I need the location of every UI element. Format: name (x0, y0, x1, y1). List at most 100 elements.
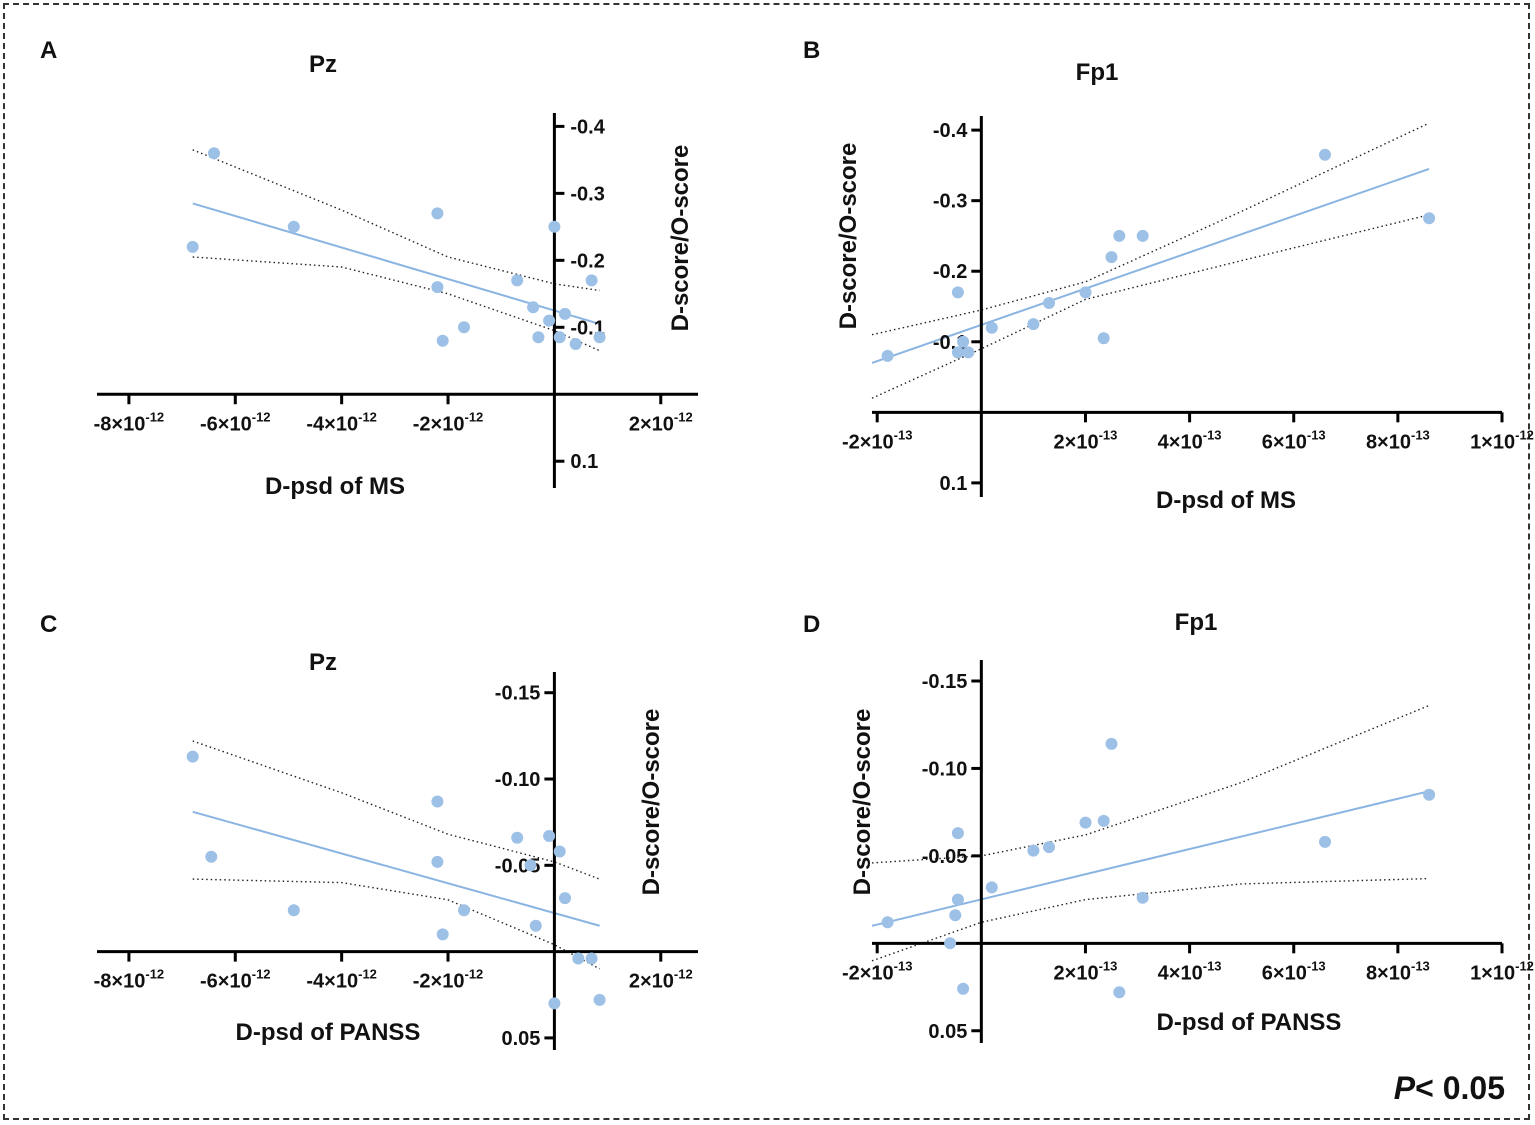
x-tick-label: 4×10-13 (1158, 427, 1222, 453)
x-tick-exponent: -13 (1203, 958, 1222, 973)
data-point (431, 281, 444, 294)
data-point (569, 338, 582, 350)
x-tick-mantissa: 4×10 (1158, 962, 1203, 984)
x-tick-mantissa: -2×10 (413, 971, 465, 993)
x-tick-mantissa: -4×10 (306, 413, 358, 435)
x-tick-exponent: -13 (1099, 958, 1118, 973)
x-tick-label: 1×10-12 (1470, 427, 1534, 453)
data-point (205, 850, 218, 863)
y-tick-label: -0.10 (922, 758, 968, 780)
x-tick-exponent: -13 (1411, 427, 1430, 442)
x-tick-label: 6×10-13 (1262, 958, 1326, 984)
data-point (951, 827, 964, 840)
x-tick-exponent: -12 (464, 409, 483, 424)
data-point (511, 274, 524, 287)
ci-upper-band (192, 149, 600, 292)
y-tick-label: 0.05 (501, 1028, 540, 1050)
data-point (951, 346, 964, 359)
y-axis-label: D-score/O-score (849, 709, 876, 896)
x-tick-label: -2×10-13 (842, 958, 913, 984)
data-point (186, 750, 199, 763)
data-point (1319, 835, 1331, 848)
y-tick-label: 0.1 (940, 473, 968, 495)
x-tick-label: -2×10-12 (413, 409, 484, 435)
x-tick-exponent: -12 (252, 967, 271, 982)
x-tick-label: 6×10-13 (1262, 427, 1326, 453)
data-point (1113, 229, 1126, 242)
data-point (951, 893, 964, 906)
x-tick-mantissa: -8×10 (94, 413, 146, 435)
regression-line (871, 167, 1430, 364)
x-tick-exponent: -12 (1515, 958, 1534, 973)
chart-title: Pz (309, 649, 337, 676)
x-tick-mantissa: -6×10 (200, 413, 252, 435)
panel-d: D Fp1-2×10-13 2×10-13 4×10-13 6×10-13 8×10-13… (803, 609, 1534, 1043)
y-tick-label: -0.3 (933, 191, 967, 213)
data-point (1027, 844, 1040, 857)
chart-title: Pz (309, 51, 337, 78)
data-point (208, 147, 220, 160)
data-point (186, 240, 199, 253)
x-tick-mantissa: 8×10 (1366, 962, 1411, 984)
x-tick-mantissa: 6×10 (1262, 431, 1307, 453)
p-threshold: < 0.05 (1415, 1070, 1505, 1106)
x-tick-mantissa: 8×10 (1366, 431, 1411, 453)
data-point (553, 845, 566, 858)
x-tick-exponent: -13 (1307, 958, 1326, 973)
ci-lower-band (871, 877, 1430, 962)
x-axis-label: D-psd of PANSS (1157, 1009, 1342, 1036)
data-point (543, 830, 556, 842)
x-tick-label: 2×10-13 (1054, 427, 1118, 453)
y-tick-label: 0.05 (928, 1021, 967, 1043)
data-point (431, 207, 444, 220)
x-tick-exponent: -13 (894, 427, 913, 442)
x-tick-mantissa: -2×10 (842, 431, 894, 453)
x-tick-exponent: -13 (1411, 958, 1430, 973)
data-point (957, 982, 970, 995)
y-axis-label: D-score/O-score (667, 145, 694, 332)
x-tick-exponent: -13 (1203, 427, 1222, 442)
x-axis-label: D-psd of PANSS (236, 1019, 421, 1046)
panel-letter: C (40, 611, 57, 638)
x-tick-label: -6×10-12 (200, 967, 271, 993)
x-tick-exponent: -12 (145, 409, 164, 424)
regression-line (192, 810, 600, 927)
x-tick-mantissa: 2×10 (1054, 431, 1099, 453)
chart-title: Fp1 (1076, 59, 1119, 86)
y-tick-label: -0.2 (933, 261, 967, 283)
x-tick-exponent: -13 (1099, 427, 1118, 442)
data-point (1105, 251, 1118, 264)
x-tick-label: -2×10-13 (842, 427, 913, 453)
y-tick-label: -0.3 (570, 183, 604, 205)
x-tick-mantissa: 1×10 (1470, 431, 1515, 453)
y-tick-label: 0.1 (570, 451, 598, 473)
data-point (548, 220, 561, 233)
y-tick-label: -0.05 (922, 846, 968, 868)
x-tick-label: 4×10-13 (1158, 958, 1222, 984)
data-point (949, 909, 962, 922)
x-axis-label: D-psd of MS (1156, 487, 1296, 514)
data-point (431, 795, 444, 808)
x-tick-label: -2×10-12 (413, 967, 484, 993)
x-tick-label: -8×10-12 (94, 967, 165, 993)
x-tick-exponent: -12 (674, 409, 693, 424)
y-tick-label: -0.2 (570, 250, 604, 272)
x-tick-label: 8×10-13 (1366, 958, 1430, 984)
data-point (1423, 788, 1436, 801)
x-tick-exponent: -13 (894, 958, 913, 973)
y-axis-label: D-score/O-score (638, 709, 665, 896)
data-point (985, 881, 998, 894)
data-point (1043, 297, 1055, 309)
data-point (458, 321, 470, 334)
x-tick-exponent: -12 (674, 967, 693, 982)
data-point (1319, 148, 1331, 161)
data-point (585, 952, 598, 965)
data-point (572, 952, 585, 965)
x-tick-mantissa: 4×10 (1158, 431, 1203, 453)
data-point (524, 859, 537, 872)
x-tick-label: 2×10-12 (629, 967, 693, 993)
x-tick-mantissa: -6×10 (200, 971, 252, 993)
x-tick-label: 1×10-12 (1470, 958, 1534, 984)
x-tick-label: -6×10-12 (200, 409, 271, 435)
